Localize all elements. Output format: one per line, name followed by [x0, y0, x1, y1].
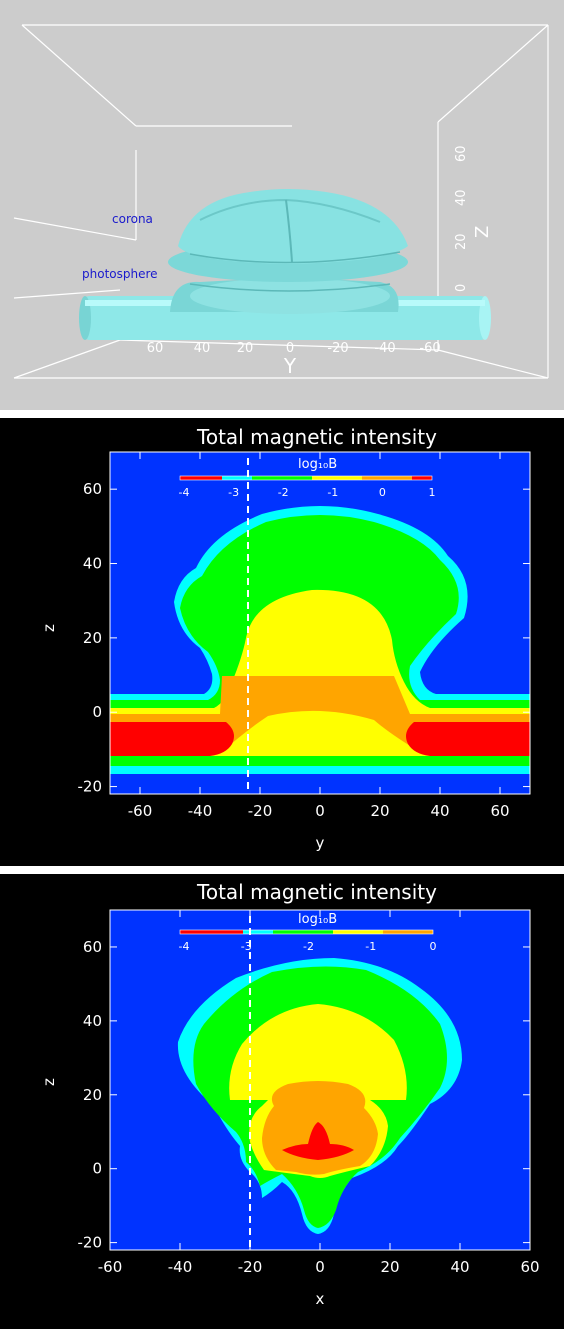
x-tick-label: 60 — [490, 802, 509, 820]
bounding-box-frame — [13, 24, 549, 379]
colorbar-tick-label: 0 — [379, 486, 386, 499]
x-tick-label: 0 — [315, 1258, 325, 1276]
y-axis-label: z — [40, 1078, 58, 1086]
x-tick-label: -40 — [168, 1258, 193, 1276]
colorbar-label: log₁₀B — [298, 457, 337, 472]
colorbar-tick-label: -4 — [179, 486, 190, 499]
y-tick-label: -20 — [78, 778, 103, 796]
z-axis-label: Z — [472, 226, 493, 238]
chart-title: Total magnetic intensity — [196, 880, 437, 904]
colorbar-tick-label: -2 — [303, 940, 314, 953]
x-tick-label: 60 — [520, 1258, 539, 1276]
contour-yz-canvas: Total magnetic intensity — [40, 425, 531, 852]
contour-plot-yz: Total magnetic intensity — [0, 418, 564, 866]
y-tick: -40 — [374, 341, 395, 356]
x-tick-label: 40 — [430, 802, 449, 820]
photosphere-label: photosphere — [82, 267, 158, 281]
y-tick-label: 60 — [83, 938, 102, 956]
z-tick: 60 — [454, 145, 469, 162]
y-tick-label: -20 — [78, 1234, 103, 1252]
colorbar-ticks: -4 -3 -2 -1 0 — [179, 940, 437, 953]
colorbar-tick-label: 0 — [430, 940, 437, 953]
colorbar-tick-label: -2 — [278, 486, 289, 499]
x-tick-label: -60 — [98, 1258, 123, 1276]
x-tick-label: 20 — [380, 1258, 399, 1276]
x-tick-label: -60 — [128, 802, 153, 820]
y-axis-label: Y — [283, 354, 297, 378]
y-tick-labels: 60 40 20 0 -20 -40 -60 — [147, 341, 441, 356]
colorbar — [179, 475, 433, 481]
colorbar-tick-label: 1 — [429, 486, 436, 499]
x-tick-label: 20 — [370, 802, 389, 820]
y-tick-label: 0 — [92, 703, 102, 721]
colorbar-tick-label: -3 — [241, 940, 252, 953]
y-tick: 20 — [237, 341, 254, 356]
corona-label: corona — [112, 212, 153, 226]
y-tick: 0 — [286, 341, 294, 356]
z-tick: 0 — [454, 284, 469, 292]
colorbar-tick-label: -3 — [228, 486, 239, 499]
emerging-flux-dome — [168, 189, 408, 314]
x-tick-label: -40 — [188, 802, 213, 820]
y-tick: -20 — [327, 341, 348, 356]
x-tick-label: -20 — [238, 1258, 263, 1276]
z-tick: 40 — [454, 189, 469, 206]
x-tick-label: 40 — [450, 1258, 469, 1276]
x-tick-label: -20 — [248, 802, 273, 820]
y-tick: -60 — [419, 341, 440, 356]
colorbar-tick-label: -4 — [179, 940, 190, 953]
y-tick: 40 — [194, 341, 211, 356]
contour-xz-canvas: Total magnetic intensity log₁₀B -4 — [40, 880, 540, 1308]
panel-separator — [0, 410, 564, 418]
panel-separator — [0, 866, 564, 874]
contour-plot-xz: Total magnetic intensity log₁₀B -4 — [0, 874, 564, 1325]
y-tick-label: 20 — [83, 629, 102, 647]
y-tick-label: 60 — [83, 480, 102, 498]
contour-xz-plot-area — [109, 909, 531, 1251]
y-tick-label: 20 — [83, 1086, 102, 1104]
x-axis-label: x — [316, 1290, 325, 1308]
contour-yz-plot-area — [109, 451, 531, 795]
colorbar-tick-label: -1 — [365, 940, 376, 953]
y-axis-label: z — [40, 624, 58, 632]
render-3d-canvas: corona photosphere 60 40 20 0 -20 -40 -6… — [13, 24, 549, 379]
y-tick: 60 — [147, 341, 164, 356]
z-tick-labels: 0 20 40 60 — [454, 145, 469, 292]
x-ticks: -60 -40 -20 0 20 40 60 — [128, 452, 510, 820]
colorbar — [179, 929, 434, 935]
colorbar-label: log₁₀B — [298, 912, 337, 927]
y-tick-label: 40 — [83, 1012, 102, 1030]
y-tick-label: 0 — [92, 1160, 102, 1178]
colorbar-tick-label: -1 — [327, 486, 338, 499]
colorbar-ticks: -4 -3 -2 -1 0 1 — [179, 486, 436, 499]
x-tick-label: 0 — [315, 802, 325, 820]
z-tick: 20 — [454, 233, 469, 250]
y-tick-label: 40 — [83, 555, 102, 573]
chart-title: Total magnetic intensity — [196, 425, 437, 449]
flux-rope-3d-render: corona photosphere 60 40 20 0 -20 -40 -6… — [0, 0, 564, 410]
x-axis-label: y — [316, 834, 325, 852]
x-ticks: -60 -40 -20 0 20 40 60 — [98, 910, 540, 1276]
